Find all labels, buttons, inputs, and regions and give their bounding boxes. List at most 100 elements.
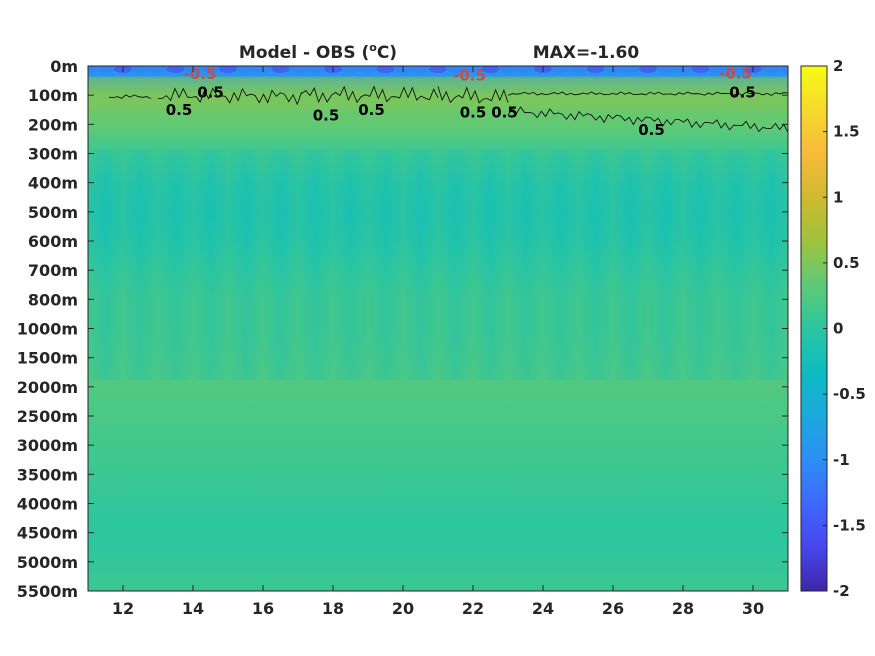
contour-label: -0.5 <box>184 65 217 83</box>
colorbar-tick-label: -0.5 <box>833 385 866 403</box>
surface-anomaly-cell <box>306 66 325 73</box>
y-tick-label: 3500m <box>17 465 78 484</box>
contour-lines <box>108 85 788 133</box>
contour-label: 0.5 <box>491 104 518 122</box>
surface-anomaly-cell <box>359 66 377 73</box>
y-tick-label: 400m <box>28 174 78 193</box>
contour-0.5-east <box>437 86 509 104</box>
contour-0.5-blip <box>108 94 152 100</box>
surface-anomaly-cell <box>726 66 745 73</box>
surface-anomaly-cell <box>88 66 97 73</box>
x-tick-label: 14 <box>182 599 204 618</box>
y-tick-label: 600m <box>28 232 78 251</box>
surface-anomaly-cell <box>709 66 727 73</box>
colorbar-tick-label: 2 <box>833 57 843 75</box>
y-tick-label: 0m <box>50 57 78 76</box>
x-axis: 12 14 16 18 20 22 24 26 28 30 <box>112 66 764 618</box>
x-tick-label: 16 <box>252 599 274 618</box>
colorbar-tick-label: -1 <box>833 451 850 469</box>
contour-0.5-upper <box>507 91 788 96</box>
colorbar-tick-label: -1.5 <box>833 516 866 534</box>
contour-label: 0.5 <box>358 101 385 119</box>
surface-anomaly-cell <box>621 66 640 73</box>
surface-anomaly-cell <box>691 66 710 73</box>
surface-anomaly-cell <box>166 66 185 73</box>
surface-anomaly-cell <box>289 66 307 73</box>
colorbar-tick-label: -2 <box>833 582 850 600</box>
y-axis: 0m 100m 200m 300m 400m 500m 600m 700m 800m 1000m 1… <box>17 57 788 601</box>
y-tick-label: 1500m <box>17 349 78 368</box>
colorbar-tick-label: 1.5 <box>833 123 860 141</box>
surface-anomaly-cell <box>376 66 395 73</box>
y-tick-label: 5500m <box>17 582 78 601</box>
contour-0.5-mid <box>301 85 439 104</box>
x-tick-label: 28 <box>672 599 694 618</box>
x-tick-label: 26 <box>602 599 624 618</box>
colorbar-tick-label: 0.5 <box>833 254 860 272</box>
chart-title-main: Model - OBS ( <box>239 43 369 63</box>
vertical-stripe-texture <box>88 150 788 380</box>
y-tick-label: 200m <box>28 115 78 134</box>
contour-label: -0.5 <box>453 67 486 85</box>
contour-label: -0.5 <box>719 64 752 82</box>
x-tick-label: 18 <box>322 599 344 618</box>
x-tick-label: 24 <box>532 599 554 618</box>
chart-title-unit: C) <box>377 43 397 63</box>
colorbar <box>800 65 828 592</box>
contour-labels: -0.5 -0.5 -0.50.50.5 0.5 0.5 0.5 0.50.50.5 <box>166 64 756 139</box>
x-tick-label: 20 <box>392 599 414 618</box>
surface-anomaly-cell <box>761 66 780 73</box>
surface-anomaly-cell <box>341 66 360 73</box>
x-tick-label: 12 <box>112 599 134 618</box>
y-tick-label: 2500m <box>17 407 78 426</box>
contour-0.5-lower <box>507 106 788 133</box>
heatmap-field <box>88 66 788 591</box>
surface-anomaly-cell <box>656 66 675 73</box>
surface-anomaly-cell <box>271 66 290 73</box>
colorbar-axis: 2 1.5 1 0.5 0 -0.5 -1 -1.5 -2 <box>823 57 866 600</box>
surface-anomaly-cell <box>569 66 587 73</box>
contour-label: 0.5 <box>166 101 193 119</box>
surface-anomaly-cell <box>779 66 788 73</box>
contour-label: 0.5 <box>197 83 224 101</box>
y-tick-label: 5000m <box>17 553 78 572</box>
surface-anomaly-cell <box>219 66 237 73</box>
surface-anomaly-cell <box>586 66 605 73</box>
contour-label: 0.5 <box>729 83 756 101</box>
surface-anomaly-cell <box>236 66 255 73</box>
y-tick-label: 3000m <box>17 436 78 455</box>
contour-label: 0.5 <box>460 104 487 122</box>
y-tick-label: 4500m <box>17 524 78 543</box>
max-value-label: MAX=-1.60 <box>533 43 640 63</box>
contour-label: 0.5 <box>638 121 665 139</box>
y-tick-label: 300m <box>28 145 78 164</box>
surface-anomaly-cell <box>481 66 500 73</box>
surface-anomaly-cell <box>499 66 517 73</box>
surface-anomaly-cell <box>639 66 657 73</box>
surface-anomaly-cell <box>446 66 465 73</box>
y-tick-label: 700m <box>28 261 78 280</box>
surface-anomaly-cell <box>96 66 115 73</box>
chart-title-unit-superscript: o <box>369 41 377 54</box>
colorbar-tick-label: 1 <box>833 188 843 206</box>
y-tick-label: 100m <box>28 86 78 105</box>
surface-anomaly-cell <box>411 66 430 73</box>
y-tick-label: 1000m <box>17 320 78 339</box>
surface-anomaly-cell <box>551 66 570 73</box>
surface-anomaly-cell <box>429 66 447 73</box>
colorbar-tick-label: 0 <box>833 320 843 338</box>
chart-title: Model - OBS (oC) <box>239 41 397 63</box>
surface-anomaly-cell <box>149 66 167 73</box>
y-tick-label: 4000m <box>17 495 78 514</box>
surface-anomaly-cell <box>516 66 535 73</box>
x-tick-label: 22 <box>462 599 484 618</box>
y-tick-label: 800m <box>28 290 78 309</box>
contour-label: 0.5 <box>313 107 340 125</box>
x-tick-label: 30 <box>742 599 764 618</box>
y-tick-label: 2000m <box>17 378 78 397</box>
surface-anomaly-cell <box>131 66 150 73</box>
surface-anomaly-cell <box>201 66 220 73</box>
y-tick-label: 500m <box>28 203 78 222</box>
contour-0.5-west <box>158 87 302 106</box>
